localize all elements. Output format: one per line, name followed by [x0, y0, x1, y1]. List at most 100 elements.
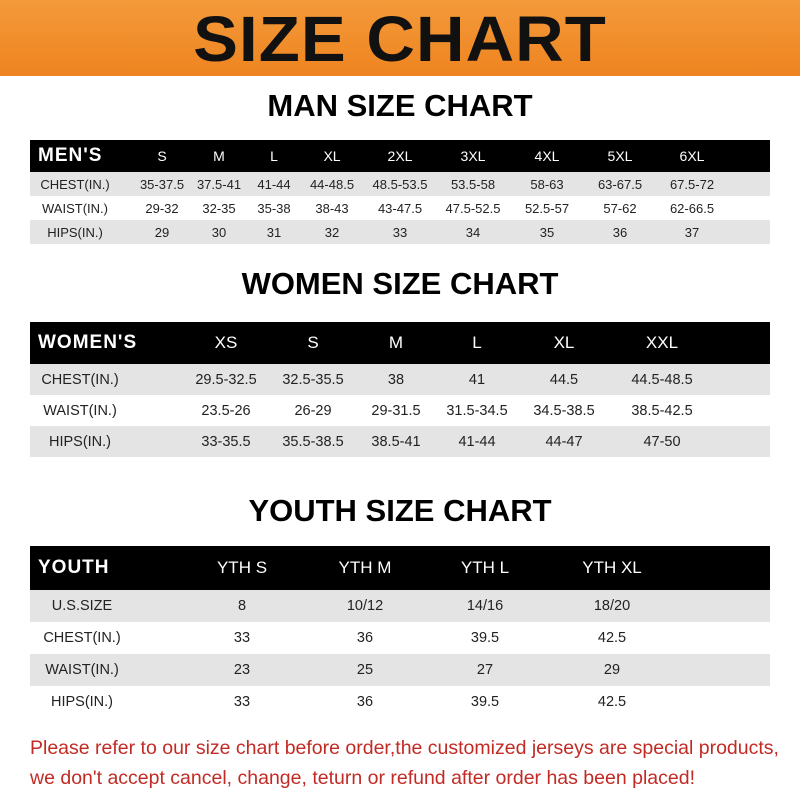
table-cell: 34 — [465, 224, 481, 240]
title-banner — [0, 0, 800, 76]
table-cell: 39.5 — [470, 630, 500, 646]
table-row: CHEST(IN.) 35-37.5 37.5-41 41-44 44-48.5 48.5… — [30, 172, 770, 196]
table-cell: 38-43 — [315, 200, 349, 216]
table-cell: 38.5-41 — [371, 433, 421, 450]
size-header-cell: YTH S — [216, 558, 268, 577]
men-section-title: MAN SIZE CHART — [267, 88, 533, 123]
table-cell: 31 — [266, 224, 282, 240]
size-header-cell: M — [213, 148, 225, 164]
table-cell: 62-66.5 — [669, 200, 715, 216]
row-label: WAIST(IN.) — [43, 402, 117, 419]
table-cell: 36 — [356, 694, 374, 710]
row-label: CHEST(IN.) — [43, 630, 121, 646]
table-cell: 29 — [603, 662, 621, 678]
table-row: CHEST(IN.) 29.5-32.5 32.5-35.5 38 41 44.5 44.5… — [30, 364, 770, 395]
table-cell: 47-50 — [643, 433, 681, 450]
row-label: HIPS(IN.) — [50, 694, 114, 710]
size-header-cell: XL — [553, 333, 575, 352]
table-title-cell: YOUTH — [38, 557, 110, 578]
table-cell: 44.5 — [549, 371, 579, 388]
table-cell: 32.5-35.5 — [282, 371, 344, 388]
size-header-cell: S — [307, 333, 319, 352]
table-cell: 33 — [392, 224, 408, 240]
table-cell: 23 — [233, 662, 251, 678]
table-row: CHEST(IN.) 33 36 39.5 42.5 — [30, 622, 770, 654]
women-section-title: WOMEN SIZE CHART — [241, 266, 559, 301]
table-cell: 32-35 — [202, 200, 236, 216]
table-cell: 41-44 — [257, 176, 291, 192]
table-cell: 47.5-52.5 — [445, 200, 501, 216]
table-cell: 38 — [387, 371, 405, 388]
table-cell: 18/20 — [593, 598, 631, 614]
size-header-cell: YTH M — [338, 558, 392, 577]
row-label: WAIST(IN.) — [45, 662, 119, 678]
table-row: U.S.SIZE 8 10/12 14/16 18/20 — [30, 590, 770, 622]
table-cell: 33 — [233, 630, 251, 646]
table-row: WAIST(IN.) 23 25 27 29 — [30, 654, 770, 686]
table-cell: 36 — [356, 630, 374, 646]
size-header-cell: YTH L — [460, 558, 510, 577]
size-header-cell: 3XL — [460, 148, 486, 164]
page-title: SIZE CHART — [193, 3, 607, 75]
table-cell: 44-48.5 — [309, 176, 355, 192]
table-cell: 44.5-48.5 — [631, 371, 693, 388]
table-cell: 52.5-57 — [524, 200, 570, 216]
table-cell: 37 — [684, 224, 700, 240]
size-header-cell: S — [157, 148, 167, 164]
table-row: HIPS(IN.) 33-35.5 35.5-38.5 38.5-41 41-44 44-… — [30, 426, 770, 457]
table-cell: 48.5-53.5 — [372, 176, 428, 192]
table-title-cell: WOMEN'S — [38, 332, 138, 353]
row-label: CHEST(IN.) — [40, 176, 110, 192]
table-cell: 42.5 — [597, 694, 627, 710]
table-cell: 39.5 — [470, 694, 500, 710]
table-cell: 35 — [539, 224, 555, 240]
table-row: HIPS(IN.) 33 36 39.5 42.5 — [30, 686, 770, 718]
table-cell: 25 — [356, 662, 374, 678]
row-label: U.S.SIZE — [51, 598, 113, 614]
youth-section-title: YOUTH SIZE CHART — [248, 493, 552, 528]
table-cell: 31.5-34.5 — [446, 402, 508, 419]
size-header-cell: XS — [214, 333, 238, 352]
table-cell: 8 — [237, 598, 247, 614]
size-header-cell: 5XL — [607, 148, 633, 164]
size-header-cell: L — [270, 148, 278, 164]
table-cell: 30 — [211, 224, 227, 240]
table-cell: 43-47.5 — [377, 200, 423, 216]
notice-line: Please refer to our size chart before or… — [30, 737, 779, 759]
table-cell: 42.5 — [597, 630, 627, 646]
table-cell: 38.5-42.5 — [631, 402, 693, 419]
table-cell: 35.5-38.5 — [282, 433, 344, 450]
size-header-cell: 4XL — [534, 148, 560, 164]
table-cell: 44-47 — [545, 433, 583, 450]
row-label: CHEST(IN.) — [41, 371, 119, 388]
row-label: WAIST(IN.) — [42, 200, 108, 216]
table-cell: 35-37.5 — [139, 176, 185, 192]
table-cell: 29.5-32.5 — [195, 371, 257, 388]
table-cell: 41-44 — [458, 433, 496, 450]
table-header-row: YOUTH YTH S YTH M YTH L YTH XL — [30, 546, 770, 590]
table-cell: 63-67.5 — [597, 176, 643, 192]
row-label: HIPS(IN.) — [47, 224, 103, 240]
row-label: HIPS(IN.) — [48, 433, 112, 450]
size-header-cell: YTH XL — [582, 558, 642, 577]
table-cell: 29-32 — [145, 200, 179, 216]
size-header-cell: M — [388, 333, 404, 352]
table-cell: 37.5-41 — [196, 176, 242, 192]
table-row: WAIST(IN.) 29-32 32-35 35-38 38-43 43-47.5 47.… — [30, 196, 770, 220]
table-cell: 35-38 — [257, 200, 291, 216]
order-notice: Please refer to our size chart before or… — [30, 733, 790, 793]
table-row: HIPS(IN.) 29 30 31 32 33 34 35 36 37 — [30, 220, 770, 244]
table-cell: 57-62 — [603, 200, 637, 216]
table-cell: 32 — [324, 224, 340, 240]
table-cell: 26-29 — [294, 402, 332, 419]
table-cell: 67.5-72 — [669, 176, 715, 192]
table-cell: 27 — [476, 662, 494, 678]
table-cell: 41 — [468, 371, 486, 388]
notice-line: we don't accept cancel, change, teturn o… — [30, 767, 695, 789]
table-cell: 23.5-26 — [201, 402, 251, 419]
table-cell: 58-63 — [530, 176, 564, 192]
size-header-cell: XL — [323, 148, 341, 164]
table-cell: 53.5-58 — [450, 176, 496, 192]
table-cell: 36 — [612, 224, 628, 240]
table-header-row: WOMEN'S XS S M L XL XXL — [30, 322, 770, 364]
